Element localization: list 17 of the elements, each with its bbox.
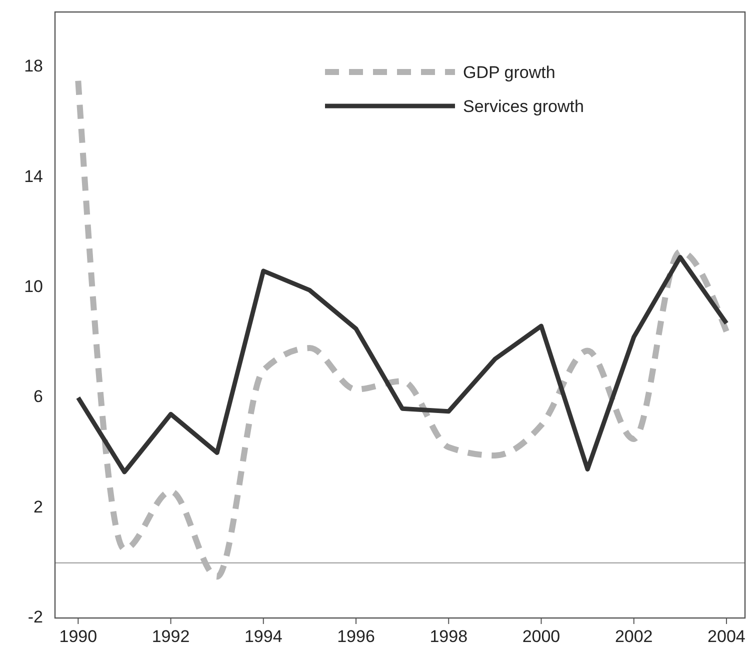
y-tick-label: 18 <box>24 56 43 76</box>
x-tick-label: 2002 <box>614 627 653 646</box>
y-tick-label: 14 <box>24 166 43 186</box>
y-tick-label: 6 <box>34 387 43 406</box>
y-tick-label: 10 <box>24 276 43 296</box>
x-tick-label: 1994 <box>244 627 282 646</box>
x-tick-label: 1990 <box>59 627 98 646</box>
x-tick-label: 1996 <box>337 627 375 646</box>
y-tick-label: 2 <box>34 497 43 516</box>
legend-label: Services growth <box>463 97 584 116</box>
y-tick-label: -2 <box>28 607 43 626</box>
x-tick-label: 1992 <box>152 627 190 646</box>
x-tick-label: 1998 <box>430 627 468 646</box>
legend-label: GDP growth <box>463 63 556 82</box>
x-tick-label: 2000 <box>522 627 560 646</box>
x-tick-label: 2004 <box>708 627 746 646</box>
line-series <box>76 254 729 474</box>
